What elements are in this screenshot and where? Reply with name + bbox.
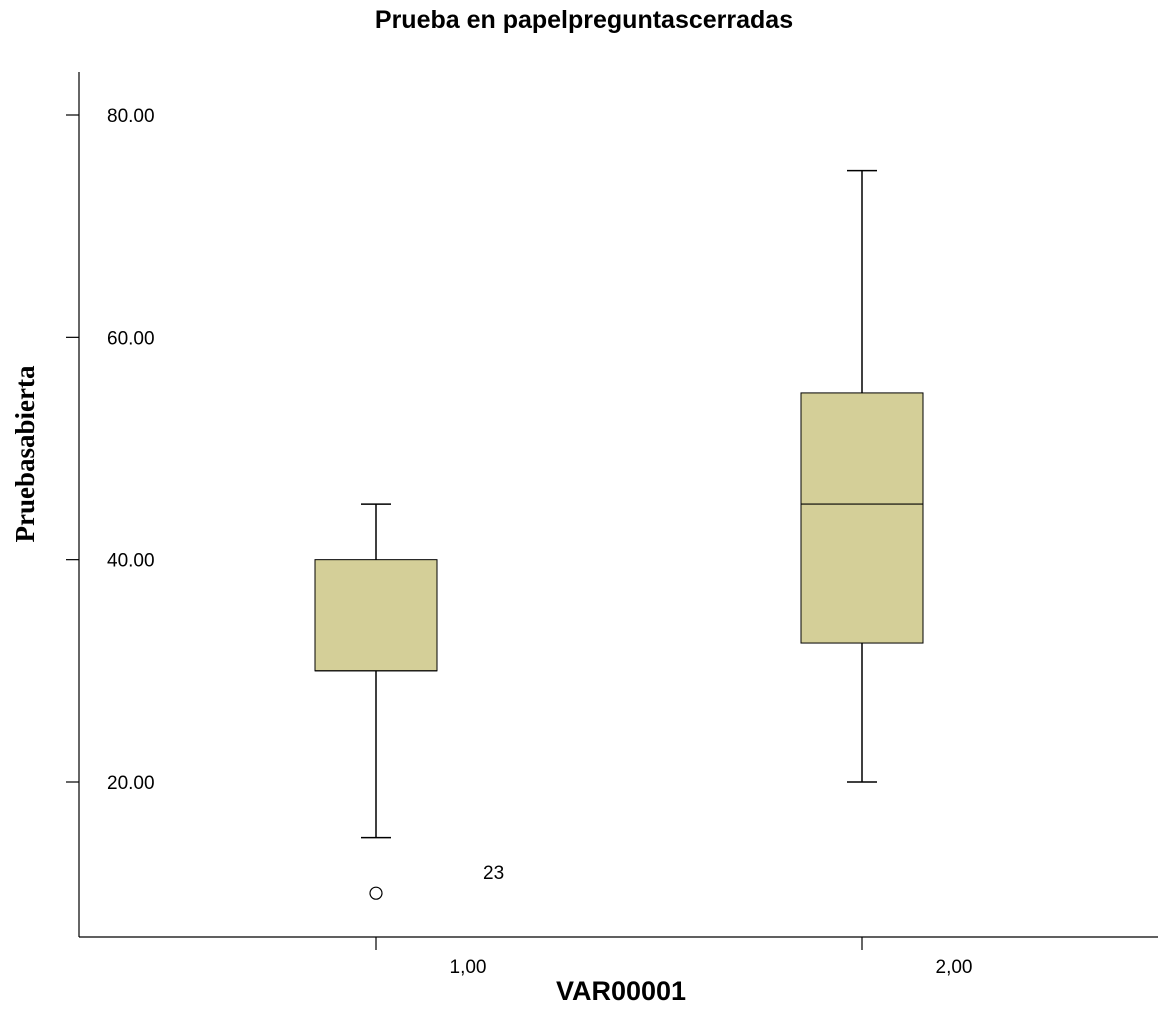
y-tick-label: 60.00 — [107, 328, 155, 349]
outlier-point — [370, 887, 382, 899]
box-group — [801, 171, 923, 782]
box-group: 23 — [315, 504, 504, 899]
x-tick-label: 2,00 — [936, 957, 973, 978]
iqr-box — [801, 393, 923, 643]
x-axis-title: VAR00001 — [556, 976, 686, 1006]
y-tick-label: 20.00 — [107, 773, 155, 794]
y-tick-label: 80.00 — [107, 106, 155, 127]
y-axis-title: Pruebasabierta — [10, 365, 40, 542]
iqr-box — [315, 560, 437, 671]
x-tick-label: 1,00 — [450, 957, 487, 978]
outlier-label: 23 — [483, 863, 504, 884]
y-tick-label: 40.00 — [107, 551, 155, 572]
